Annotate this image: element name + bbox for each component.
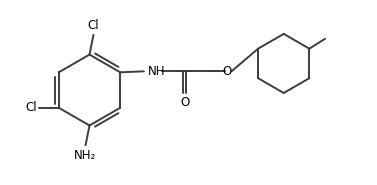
Text: NH₂: NH₂ <box>74 149 96 162</box>
Text: NH: NH <box>148 65 165 78</box>
Text: Cl: Cl <box>26 101 37 114</box>
Text: O: O <box>222 65 231 78</box>
Text: Cl: Cl <box>87 19 99 32</box>
Text: O: O <box>180 96 189 109</box>
